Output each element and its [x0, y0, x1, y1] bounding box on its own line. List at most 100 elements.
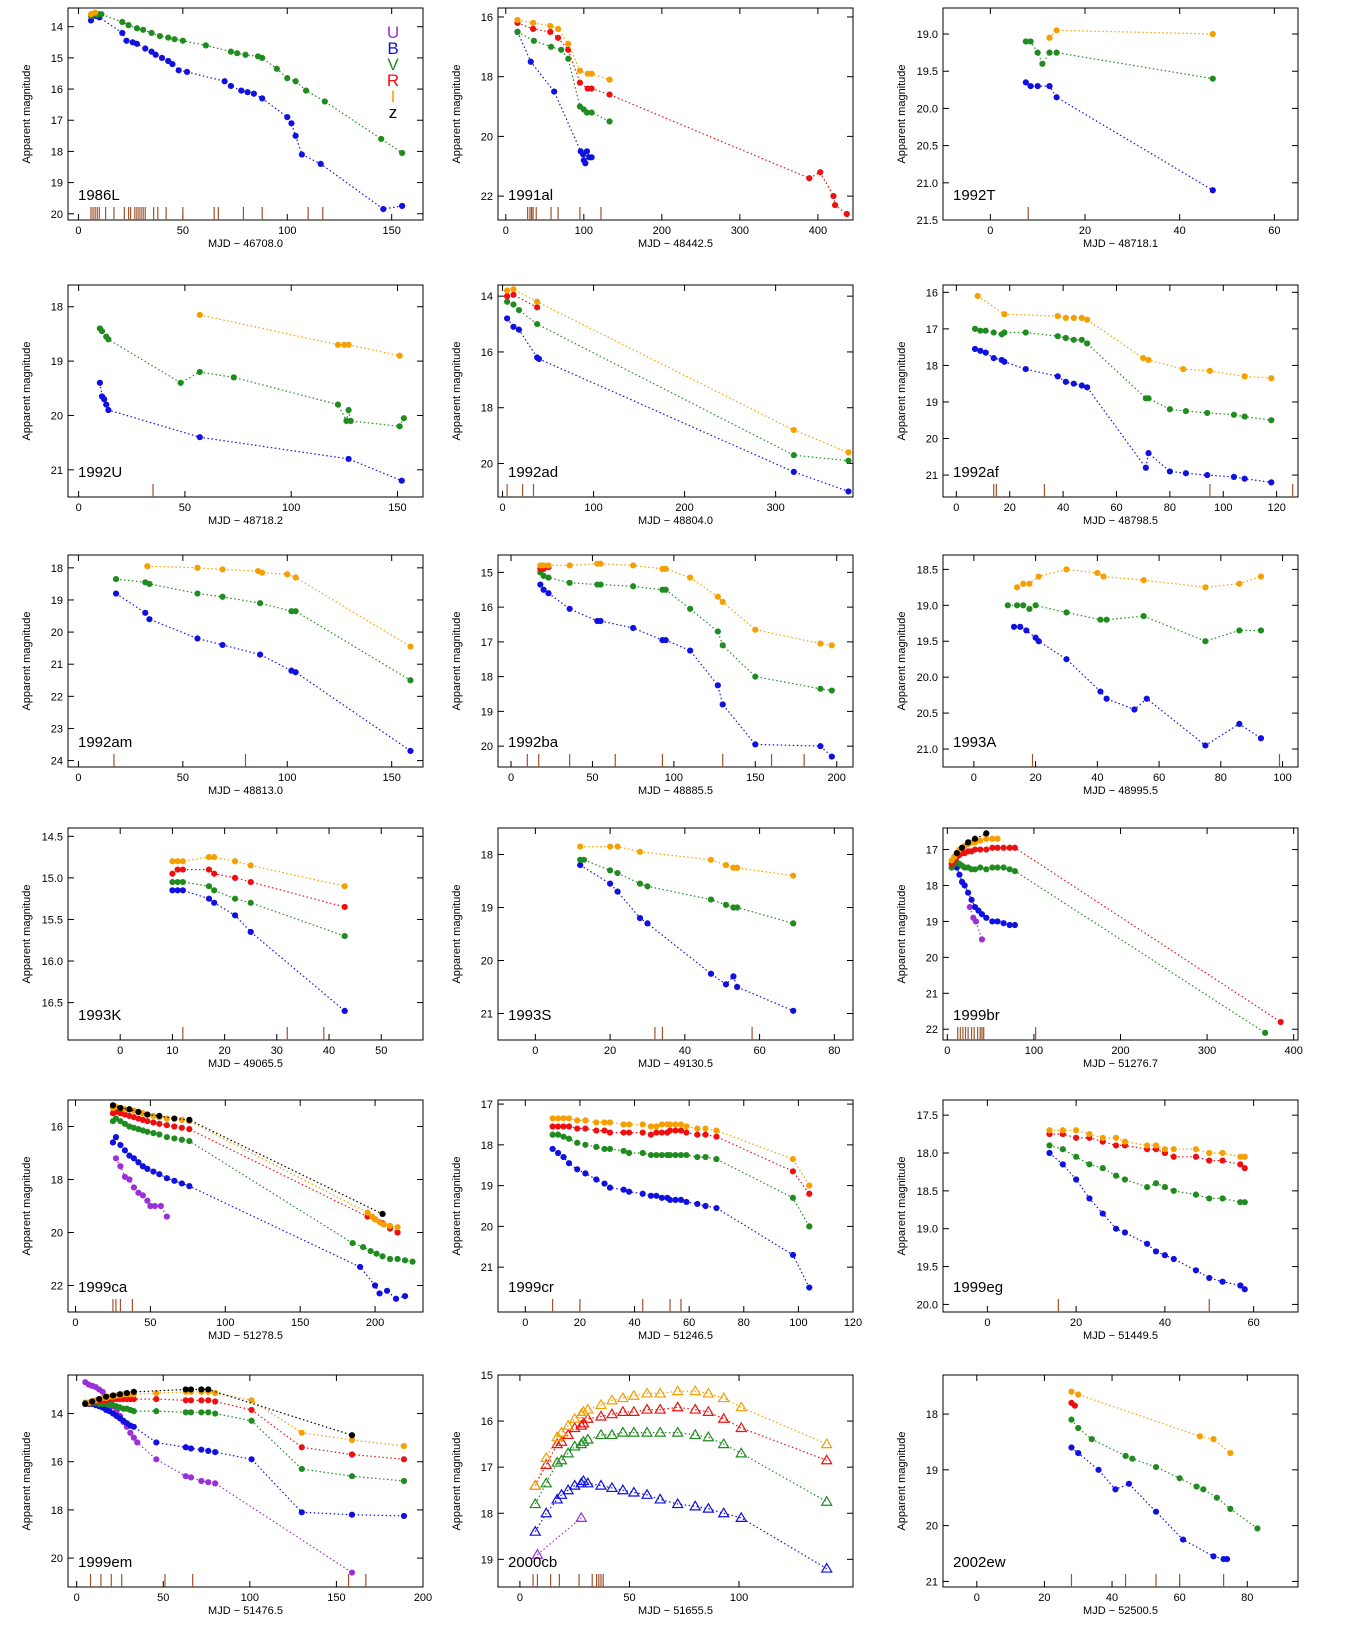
data-point-I — [1062, 314, 1069, 321]
data-point-B — [537, 581, 544, 588]
data-point-V — [396, 423, 403, 430]
data-point-V — [540, 1477, 553, 1488]
data-point-I — [348, 1436, 356, 1444]
data-point-I — [582, 1117, 589, 1124]
data-point-B — [639, 1190, 646, 1197]
data-point-V — [242, 51, 249, 58]
data-point-B — [593, 1176, 600, 1183]
data-point-B — [1027, 83, 1034, 90]
data-point-I — [1241, 1153, 1248, 1160]
data-point-B — [105, 406, 112, 414]
data-point-U — [978, 936, 986, 943]
series-line-R — [951, 847, 1282, 1023]
x-tick-label: 100 — [216, 1317, 234, 1329]
y-tick-label: 19 — [51, 178, 63, 190]
data-point-U — [531, 1548, 544, 1559]
data-point-z — [156, 1112, 163, 1119]
data-point-B — [601, 1180, 608, 1187]
y-tick-label: 19 — [926, 397, 938, 409]
data-point-B — [1241, 1286, 1248, 1293]
data-point-R — [625, 1129, 633, 1136]
data-point-R — [1241, 1165, 1248, 1172]
data-point-I — [1068, 1388, 1075, 1395]
y-tick-label: 19 — [51, 356, 63, 368]
data-point-z — [123, 1389, 130, 1397]
data-point-V — [1013, 602, 1021, 609]
data-point-I — [666, 1121, 674, 1128]
data-point-I — [597, 560, 604, 567]
y-axis-label: Apparent magnitude — [21, 884, 33, 983]
data-point-I — [625, 1121, 633, 1128]
data-point-B — [1006, 921, 1013, 929]
data-point-B — [551, 88, 558, 95]
data-point-B — [817, 743, 824, 750]
x-tick-label: 0 — [117, 1045, 123, 1057]
data-point-B — [1237, 1282, 1244, 1289]
data-point-I — [719, 598, 726, 606]
data-point-V — [672, 1151, 679, 1159]
y-tick-label: 21 — [926, 1576, 938, 1588]
data-point-R — [187, 1397, 195, 1404]
data-point-B — [990, 355, 997, 362]
data-point-V — [1046, 49, 1053, 56]
data-point-I — [817, 640, 824, 647]
data-point-B — [376, 1290, 383, 1297]
x-tick-label: 0 — [75, 772, 81, 784]
data-point-R — [1011, 844, 1018, 851]
data-point-B — [1179, 1536, 1187, 1543]
series-line-R — [552, 1125, 810, 1195]
data-point-B — [828, 753, 835, 760]
data-point-R — [971, 846, 979, 853]
data-point-I — [1075, 1391, 1082, 1398]
x-tick-label: 20 — [574, 1317, 586, 1329]
series-line-V — [539, 571, 832, 692]
y-tick-label: 18 — [926, 1409, 938, 1421]
data-point-V — [562, 1447, 575, 1458]
light-curve-1999ca: 0 50 100 150 200 16 18 20 22 MJD − 51278.5 Apparen… — [21, 1099, 424, 1342]
data-point-R — [582, 1125, 589, 1132]
y-tick-label: 20.0 — [917, 1299, 938, 1311]
y-axis-label: Apparent magnitude — [21, 1431, 33, 1530]
y-tick-label: 15 — [481, 1370, 493, 1382]
data-point-I — [588, 70, 595, 77]
data-point-V — [211, 887, 218, 894]
data-point-V — [399, 149, 406, 157]
data-point-V — [341, 932, 348, 940]
data-point-V — [1129, 1455, 1136, 1462]
x-tick-label: 50 — [623, 1592, 635, 1604]
data-point-R — [806, 175, 813, 182]
y-tick-label: 18.5 — [917, 564, 938, 576]
data-point-I — [1046, 1127, 1053, 1134]
data-point-z — [130, 1388, 137, 1395]
data-point-B — [139, 1163, 146, 1170]
data-point-V — [273, 65, 280, 72]
data-point-B — [683, 1198, 690, 1206]
series-line-I — [1071, 1391, 1231, 1454]
data-point-B — [575, 1477, 588, 1488]
series-line-V — [112, 1117, 413, 1263]
data-point-I — [1100, 573, 1107, 580]
data-point-V — [298, 1465, 305, 1473]
data-point-V — [529, 1497, 542, 1509]
data-point-R — [1073, 1134, 1080, 1141]
data-point-I — [717, 1391, 730, 1403]
x-tick-label: 0 — [72, 1317, 78, 1329]
data-point-V — [407, 677, 414, 684]
data-point-V — [565, 1135, 573, 1142]
data-point-R — [605, 1407, 619, 1419]
data-point-z — [102, 1393, 110, 1400]
data-point-R — [694, 1131, 701, 1138]
data-point-R — [672, 1127, 679, 1134]
series-line-V — [517, 31, 610, 123]
data-point-B — [504, 315, 511, 322]
data-point-z — [348, 1432, 356, 1439]
data-point-V — [630, 583, 637, 590]
data-point-z — [109, 1392, 117, 1399]
data-point-R — [575, 1419, 588, 1430]
data-point-V — [212, 1410, 219, 1417]
data-point-B — [150, 1168, 157, 1175]
data-point-I — [1236, 580, 1243, 587]
data-point-V — [719, 642, 726, 649]
data-point-B — [820, 1562, 833, 1573]
data-point-V — [334, 401, 342, 408]
